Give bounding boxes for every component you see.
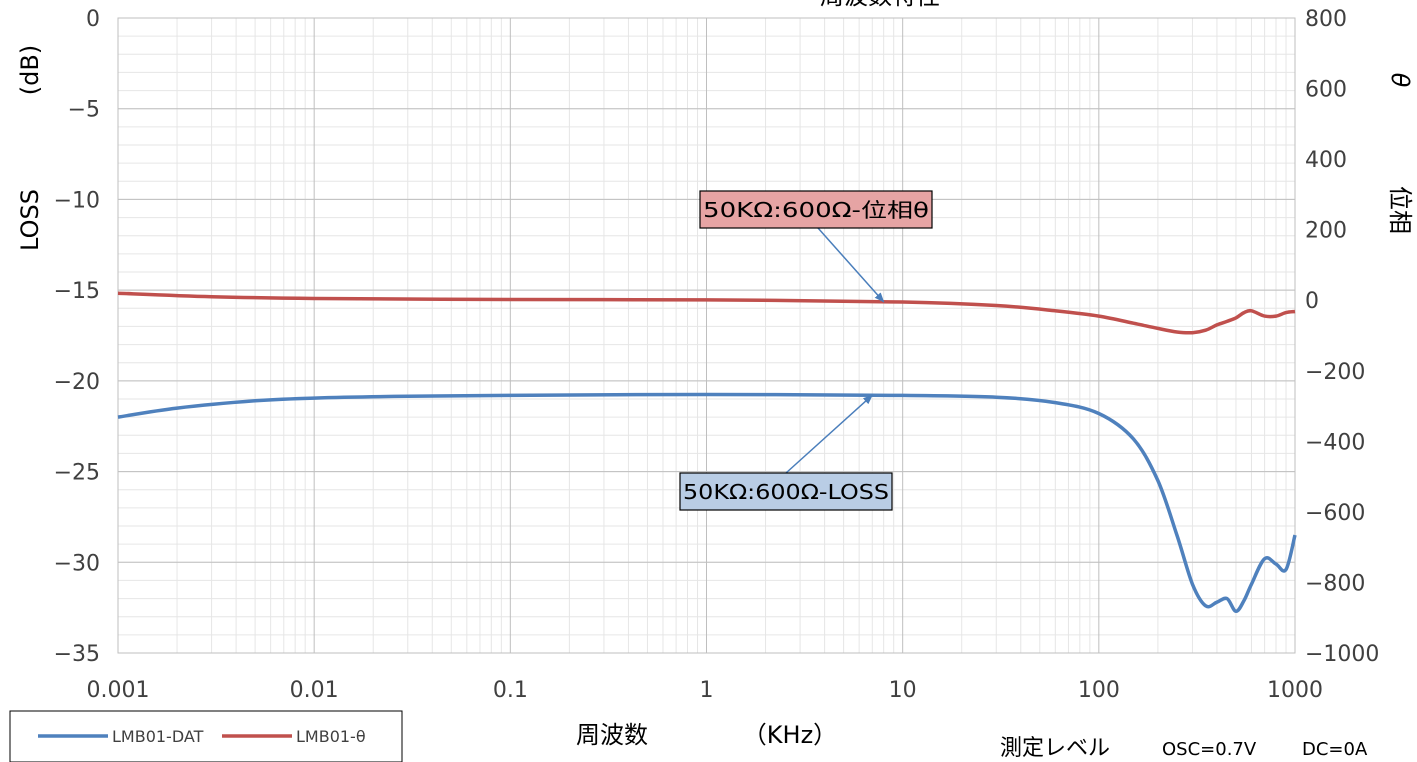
x-axis-unit: （KHz）: [743, 721, 837, 749]
y-left-axis-ticks: 0 −5 −10 −15 −20 −25 −30 −35: [54, 7, 100, 667]
legend-label-lmb01-dat: LMB01-DAT: [112, 727, 204, 746]
annotation-layer: 50KΩ:600Ω-位相θ 50KΩ:600Ω-LOSS: [679, 190, 933, 511]
x-tick-label: 10: [889, 678, 917, 703]
x-tick-label: 0.001: [87, 678, 150, 703]
y-right-tick-label: 200: [1305, 219, 1347, 244]
x-axis-title: 周波数: [576, 721, 648, 749]
y-right-tick-label: 600: [1305, 78, 1347, 103]
major-grid: [117, 17, 1296, 654]
y-left-tick-label: −20: [54, 370, 100, 395]
y-left-tick-label: −35: [54, 642, 100, 667]
annotation-arrow-phase: [817, 227, 885, 303]
x-tick-label: 1: [700, 678, 714, 703]
y-left-tick-label: −10: [54, 188, 100, 213]
y-right-tick-label: 400: [1305, 148, 1347, 173]
y-left-unit: (dB): [16, 45, 44, 95]
y-right-tick-label: −600: [1305, 501, 1365, 526]
x-tick-label: 100: [1078, 678, 1120, 703]
x-tick-label: 0.01: [290, 678, 339, 703]
y-right-tick-label: 800: [1305, 7, 1347, 32]
y-right-axis-ticks: 800 600 400 200 0 −200 −400 −600 −800 −1000: [1305, 7, 1379, 667]
annotation-label-phase: 50KΩ:600Ω-位相θ: [703, 198, 929, 222]
chart-title-partial: 周波数特性: [820, 0, 940, 10]
y-left-tick-label: −30: [54, 551, 100, 576]
x-axis-ticks: 0.001 0.01 0.1 1 10 100 1000: [87, 678, 1323, 703]
plot-frame: [117, 17, 1296, 654]
annotation-box-loss: [679, 472, 893, 511]
series-line-lmb01-theta: [117, 291, 1296, 335]
legend-label-lmb01-theta: LMB01-θ: [296, 727, 366, 746]
y-left-axis-title: LOSS (dB): [16, 45, 44, 251]
y-left-label: LOSS: [16, 189, 44, 251]
x-tick-label: 0.1: [493, 678, 528, 703]
y-right-tick-label: 0: [1305, 289, 1319, 314]
series-line-lmb01-dat: [117, 392, 1297, 614]
annotation-label-loss: 50KΩ:600Ω-LOSS: [683, 480, 889, 504]
y-left-tick-label: −5: [68, 98, 100, 123]
y-left-tick-label: −15: [54, 279, 100, 304]
measurement-note: 測定レベル OSC=0.7V DC=0A: [1000, 736, 1368, 761]
dc-value: DC=0A: [1302, 739, 1368, 760]
y-right-label: 位相: [1386, 186, 1414, 234]
measurement-label: 測定レベル: [1000, 736, 1110, 761]
annotation-arrow-loss: [785, 394, 874, 474]
x-tick-label: 1000: [1267, 678, 1323, 703]
y-right-tick-label: −1000: [1305, 642, 1379, 667]
annotation-box-phase: [699, 190, 933, 229]
y-right-symbol: θ: [1386, 73, 1414, 88]
legend: LMB01-DAT LMB01-θ: [9, 710, 403, 762]
y-left-tick-label: 0: [86, 7, 100, 32]
y-right-axis-title: θ 位相: [1386, 73, 1414, 234]
osc-value: OSC=0.7V: [1162, 739, 1257, 760]
y-right-tick-label: −400: [1305, 430, 1365, 455]
y-left-tick-label: −25: [54, 461, 100, 486]
series-layer: [117, 291, 1297, 614]
y-right-tick-label: −200: [1305, 360, 1365, 385]
y-right-tick-label: −800: [1305, 571, 1365, 596]
